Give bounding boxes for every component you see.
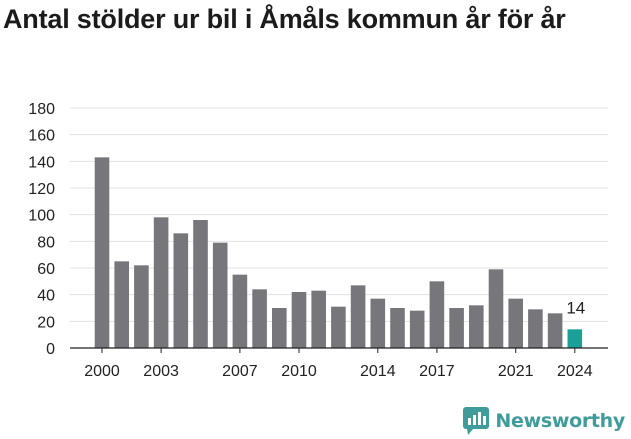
y-tick-label: 140 — [28, 154, 55, 171]
newsworthy-logo-icon — [463, 407, 490, 435]
bar-2018 — [449, 308, 464, 348]
bar-2024 — [567, 329, 583, 348]
x-tick-label: 2003 — [143, 363, 179, 380]
bar-2022 — [528, 309, 543, 348]
x-tick-label: 2017 — [419, 363, 455, 380]
y-tick-label: 40 — [37, 288, 55, 305]
bar-2007 — [232, 274, 248, 348]
brand-logo: Newsworthy — [463, 407, 625, 435]
bar-2008 — [252, 289, 267, 348]
bar-2006 — [212, 242, 228, 348]
bar-2000 — [94, 157, 110, 348]
bar-2020 — [488, 269, 504, 348]
x-tick-label: 2014 — [360, 363, 396, 380]
bar-2023 — [547, 313, 563, 348]
x-tick-label: 2024 — [557, 363, 593, 380]
bar-2001 — [114, 261, 129, 348]
x-axis: 2000 2003 2007 2010 2014 2017 2021 2024 — [70, 347, 608, 380]
bar-2002 — [134, 265, 149, 348]
bar-2013 — [350, 285, 366, 348]
bar-2016 — [409, 310, 425, 348]
bars — [94, 157, 583, 348]
bar-2005 — [193, 220, 208, 348]
y-tick-label: 60 — [37, 261, 55, 278]
bar-2017 — [429, 281, 445, 348]
bar-2004 — [173, 233, 189, 348]
bar-2021 — [508, 298, 523, 348]
x-tick-label: 2007 — [222, 363, 258, 380]
x-tick-label: 2010 — [281, 363, 317, 380]
y-axis: 0 20 40 60 80 100 120 140 160 180 — [28, 101, 55, 358]
y-tick-label: 20 — [37, 314, 55, 331]
gridlines — [70, 107, 608, 322]
y-tick-label: 80 — [37, 234, 55, 251]
y-tick-label: 160 — [28, 128, 55, 145]
x-tick-label: 2000 — [84, 363, 120, 380]
data-labels: 14 — [566, 298, 585, 317]
bar-2011 — [311, 290, 326, 348]
bar-2003 — [153, 217, 169, 348]
bar-2014 — [370, 298, 386, 348]
brand-name: Newsworthy — [495, 410, 625, 432]
bar-2012 — [331, 306, 346, 348]
x-tick-label: 2021 — [498, 363, 534, 380]
y-tick-label: 120 — [28, 181, 55, 198]
y-tick-label: 0 — [46, 341, 55, 358]
y-tick-label: 180 — [28, 101, 55, 118]
bar-2019 — [469, 305, 484, 348]
bar-2015 — [390, 308, 405, 348]
chart-title: Antal stölder ur bil i Åmåls kommun år f… — [3, 4, 566, 34]
y-tick-label: 100 — [28, 208, 55, 225]
data-label-2024: 14 — [566, 298, 585, 317]
bar-2009 — [272, 308, 287, 348]
bar-2010 — [291, 292, 307, 348]
